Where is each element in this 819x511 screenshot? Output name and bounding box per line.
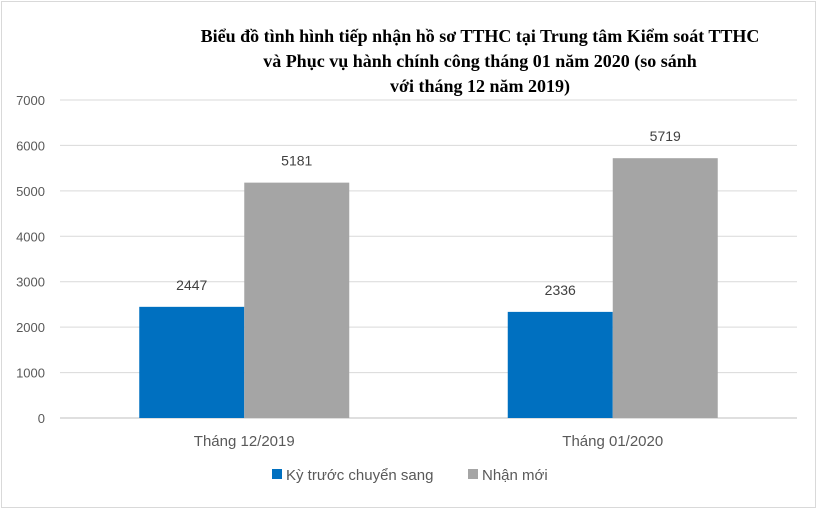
- x-category-label: Tháng 01/2020: [562, 433, 663, 450]
- data-label: 2447: [176, 277, 207, 293]
- legend-swatch: [468, 469, 478, 479]
- bar: [244, 182, 350, 418]
- data-label: 2336: [545, 282, 576, 298]
- data-labels: 2447 5181 2336 5719: [176, 128, 681, 298]
- bars: [139, 158, 718, 418]
- y-tick-label: 3000: [16, 275, 45, 290]
- y-tick-label: 7000: [16, 93, 45, 108]
- chart-title: Biểu đồ tình hình tiếp nhận hồ sơ TTHC t…: [160, 24, 800, 99]
- y-tick-label: 0: [38, 411, 45, 426]
- y-tick-label: 6000: [16, 138, 45, 153]
- y-axis-ticks: 0 1000 2000 3000 4000 5000 6000 7000: [16, 93, 45, 426]
- chart-title-line-2: và Phục vụ hành chính công tháng 01 năm …: [263, 51, 697, 71]
- x-axis-labels: Tháng 12/2019 Tháng 01/2020: [194, 433, 663, 450]
- bar: [507, 311, 613, 418]
- bar: [139, 306, 245, 418]
- chart-title-line-3: với tháng 12 năm 2019): [390, 76, 570, 96]
- legend-swatch: [272, 469, 282, 479]
- legend-label: Nhận mới: [482, 467, 548, 484]
- y-tick-label: 2000: [16, 320, 45, 335]
- y-tick-label: 5000: [16, 184, 45, 199]
- bar: [612, 158, 718, 418]
- data-label: 5719: [650, 128, 681, 144]
- legend: Kỳ trước chuyển sang Nhận mới: [272, 467, 548, 484]
- data-label: 5181: [281, 153, 312, 169]
- y-tick-label: 4000: [16, 229, 45, 244]
- y-tick-label: 1000: [16, 366, 45, 381]
- legend-label: Kỳ trước chuyển sang: [286, 467, 433, 484]
- chart-title-line-1: Biểu đồ tình hình tiếp nhận hồ sơ TTHC t…: [200, 26, 760, 46]
- x-category-label: Tháng 12/2019: [194, 433, 295, 450]
